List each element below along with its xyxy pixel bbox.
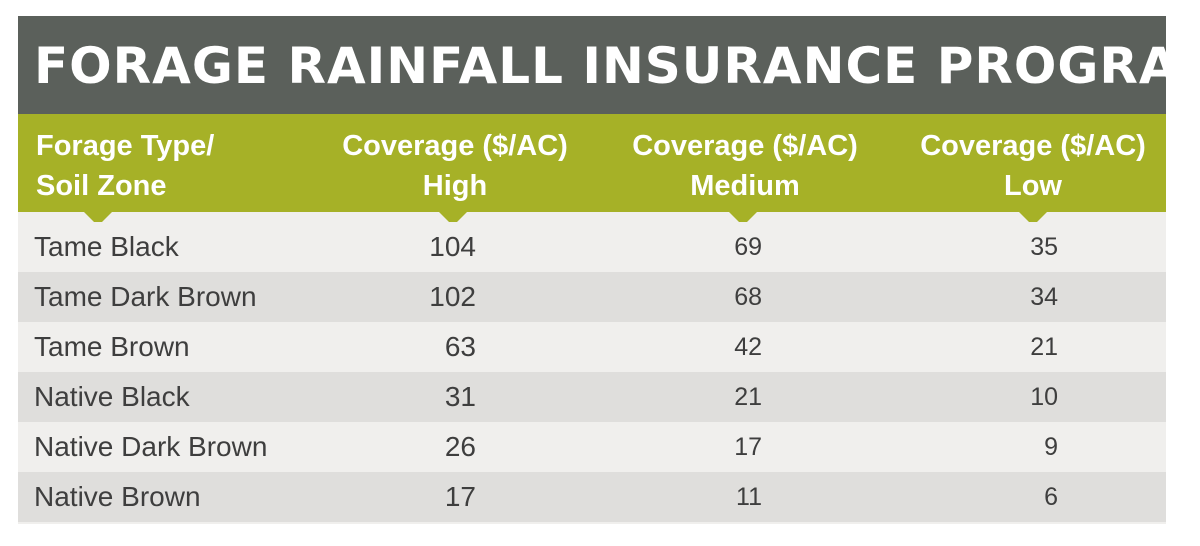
cell-coverage-low: 10 <box>1030 383 1058 411</box>
cell-coverage-high: 26 <box>444 431 476 462</box>
header-coverage-high-line2: High <box>422 170 488 202</box>
cell-coverage-medium: 42 <box>734 333 762 361</box>
header-coverage-high: Coverage ($/AC) High <box>324 126 586 206</box>
cell-coverage-low: 6 <box>1044 483 1058 511</box>
table-row: Native Dark Brown 26 17 9 <box>18 422 1166 472</box>
table-row: Tame Black 104 69 35 <box>18 222 1166 272</box>
header-coverage-low-line2: Low <box>1004 170 1062 202</box>
cell-forage-type: Native Dark Brown <box>34 431 268 462</box>
cell-forage-type: Tame Black <box>34 231 179 262</box>
header-coverage-medium-line1: Coverage ($/AC) <box>632 130 858 162</box>
cell-coverage-high: 31 <box>444 381 476 412</box>
insurance-table-panel: FORAGE RAINFALL INSURANCE PROGRAM Forage… <box>18 16 1200 524</box>
cell-coverage-high: 17 <box>444 481 476 512</box>
header-coverage-high-line1: Coverage ($/AC) <box>342 130 568 162</box>
cell-coverage-medium: 11 <box>736 483 762 511</box>
header-forage-type-line1: Forage Type/ <box>36 130 215 162</box>
table-title: FORAGE RAINFALL INSURANCE PROGRAM <box>34 37 1200 95</box>
header-forage-type: Forage Type/ Soil Zone <box>36 126 214 206</box>
header-bar <box>18 114 1166 212</box>
cell-coverage-high: 102 <box>429 281 476 312</box>
cell-coverage-low: 34 <box>1030 283 1058 311</box>
cell-coverage-high: 63 <box>444 331 476 362</box>
cell-coverage-medium: 21 <box>734 383 762 411</box>
table-body: Tame Black 104 69 35 Tame Dark Brown 102… <box>18 222 1166 522</box>
header-coverage-medium-line2: Medium <box>690 170 800 202</box>
cell-forage-type: Tame Dark Brown <box>34 281 257 312</box>
header-coverage-medium: Coverage ($/AC) Medium <box>614 126 876 206</box>
cell-coverage-low: 21 <box>1030 333 1058 361</box>
header-coverage-low: Coverage ($/AC) Low <box>902 126 1164 206</box>
header-coverage-low-line1: Coverage ($/AC) <box>920 130 1146 162</box>
cell-coverage-low: 9 <box>1044 433 1058 461</box>
title-bar: FORAGE RAINFALL INSURANCE PROGRAM <box>18 16 1200 114</box>
cell-coverage-low: 35 <box>1030 233 1058 261</box>
table-row: Tame Dark Brown 102 68 34 <box>18 272 1166 322</box>
header-forage-type-line2: Soil Zone <box>36 170 167 202</box>
cell-forage-type: Tame Brown <box>34 331 190 362</box>
cell-coverage-high: 104 <box>429 231 476 262</box>
cell-coverage-medium: 17 <box>734 433 762 461</box>
table-row: Native Brown 17 11 6 <box>18 472 1166 522</box>
cell-coverage-medium: 68 <box>734 283 762 311</box>
cell-coverage-medium: 69 <box>734 233 762 261</box>
table-row: Tame Brown 63 42 21 <box>18 322 1166 372</box>
table-row: Native Black 31 21 10 <box>18 372 1166 422</box>
cell-forage-type: Native Brown <box>34 481 201 512</box>
cell-forage-type: Native Black <box>34 381 190 412</box>
